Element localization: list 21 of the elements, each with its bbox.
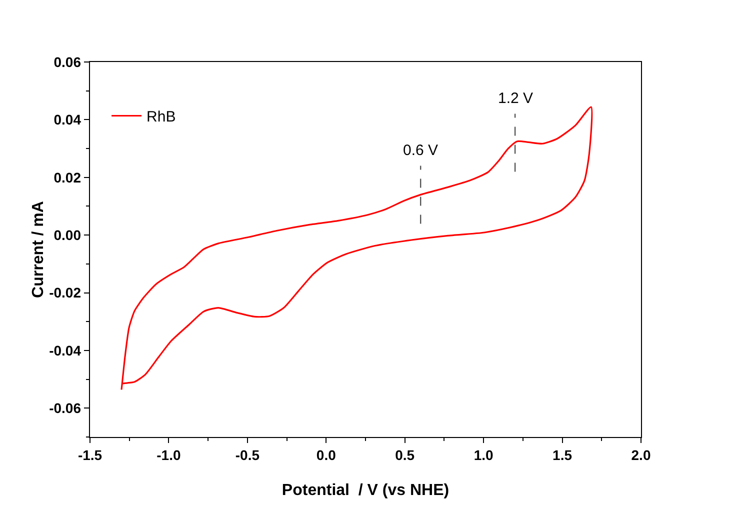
y-tick-label: -0.02 [49,284,82,301]
x-tick-label: 0.5 [395,447,415,463]
annotation: 0.6 V [403,142,438,159]
y-axis-title: Current / mA [30,200,48,298]
x-tick-label: 0.0 [316,447,336,463]
x-tick-label: -1.0 [156,447,181,463]
y-tick-label: 0.00 [54,226,82,243]
x-axis-title: Potential / V (vs NHE) [282,482,450,500]
y-tick-label: 0.04 [54,112,82,128]
y-tick-label: 0.06 [54,54,82,70]
x-tick-label: -0.5 [235,447,260,463]
line-series [120,106,593,390]
y-tick-label: -0.04 [49,342,82,358]
y-tick-label: -0.06 [49,400,82,416]
x-tick-label: 2.0 [631,447,651,463]
annotation: 1.2 V [498,90,534,107]
x-tick-label: -1.5 [78,447,102,463]
x-tick-label: 1.5 [552,447,572,463]
y-tick-label: 0.02 [54,169,82,186]
legend-label: RhB [146,108,176,126]
x-tick-label: 1.0 [474,447,494,463]
